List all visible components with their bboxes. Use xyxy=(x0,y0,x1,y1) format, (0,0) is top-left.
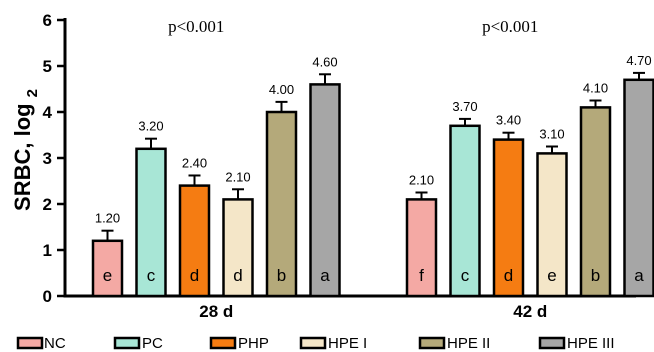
y-axis-label-subscript: 2 xyxy=(24,89,41,97)
data-label: 3.10 xyxy=(539,127,564,142)
data-label: 3.20 xyxy=(138,119,163,134)
legend-swatch xyxy=(299,336,327,350)
significance-letter: c xyxy=(147,266,156,285)
legend-label: PHP xyxy=(238,335,269,352)
svg-text:SRBC, log2: SRBC, log 2 xyxy=(10,89,41,211)
legend-label: NC xyxy=(44,335,66,352)
y-tick-label: 1 xyxy=(43,241,52,260)
data-label: 1.20 xyxy=(95,211,120,226)
bar xyxy=(536,152,568,298)
data-label: 4.70 xyxy=(626,53,651,68)
p-value-annotation: p<0.001 xyxy=(482,17,538,36)
x-group-label: 42 d xyxy=(513,302,547,321)
significance-letter: e xyxy=(103,266,112,285)
data-label: 2.10 xyxy=(409,173,434,188)
bar xyxy=(309,83,341,298)
legend-swatch xyxy=(538,336,566,350)
data-label: 3.70 xyxy=(452,99,477,114)
bar xyxy=(492,138,525,298)
bar xyxy=(222,198,254,298)
legend-swatch xyxy=(113,336,141,350)
legend: NC PC PHP HPE I HPE II HPE III xyxy=(16,335,615,352)
data-label: 2.10 xyxy=(225,169,250,184)
significance-letter: b xyxy=(591,266,600,285)
data-label: 4.10 xyxy=(583,81,608,96)
significance-letter: a xyxy=(320,266,330,285)
data-label: 2.40 xyxy=(182,155,207,170)
significance-letter: c xyxy=(461,266,470,285)
bar xyxy=(135,147,167,298)
bar xyxy=(405,198,438,298)
y-axis-label-text: SRBC, log xyxy=(10,103,35,211)
significance-letter: d xyxy=(233,266,242,285)
bar xyxy=(449,124,481,298)
y-axis-label: SRBC, log 2 xyxy=(10,89,41,211)
x-group-label: 28 d xyxy=(199,302,233,321)
data-label: 4.00 xyxy=(269,82,294,97)
data-label: 3.40 xyxy=(496,113,521,128)
significance-letter: e xyxy=(547,266,556,285)
y-tick-label: 0 xyxy=(43,287,52,306)
bar xyxy=(178,184,211,298)
bar xyxy=(91,239,124,298)
significance-letter: d xyxy=(190,266,199,285)
significance-letter: a xyxy=(634,266,644,285)
y-tick-label: 2 xyxy=(43,195,52,214)
legend-label: HPE I xyxy=(328,335,367,352)
legend-swatch xyxy=(209,336,237,350)
legend-swatch xyxy=(418,336,446,350)
bar xyxy=(265,110,298,298)
bar xyxy=(623,78,654,298)
y-tick-label: 3 xyxy=(43,149,52,168)
legend-label: HPE III xyxy=(567,335,615,352)
data-label: 4.60 xyxy=(312,54,337,69)
significance-letter: d xyxy=(504,266,513,285)
y-tick-label: 5 xyxy=(43,57,52,76)
legend-label: HPE II xyxy=(447,335,490,352)
bar xyxy=(579,106,612,298)
p-value-annotation: p<0.001 xyxy=(168,17,224,36)
labels: 1.20 e 3.20 c 2.40 d 2.10 d 4.00 b 4.60 a 28 d p<0.00… xyxy=(95,17,652,321)
legend-label: PC xyxy=(142,335,163,352)
legend-swatch xyxy=(16,336,44,350)
significance-letter: b xyxy=(277,266,286,285)
y-tick-label: 4 xyxy=(43,103,53,122)
significance-letter: f xyxy=(419,266,424,285)
bars xyxy=(91,71,654,298)
y-tick-label: 6 xyxy=(43,11,52,30)
